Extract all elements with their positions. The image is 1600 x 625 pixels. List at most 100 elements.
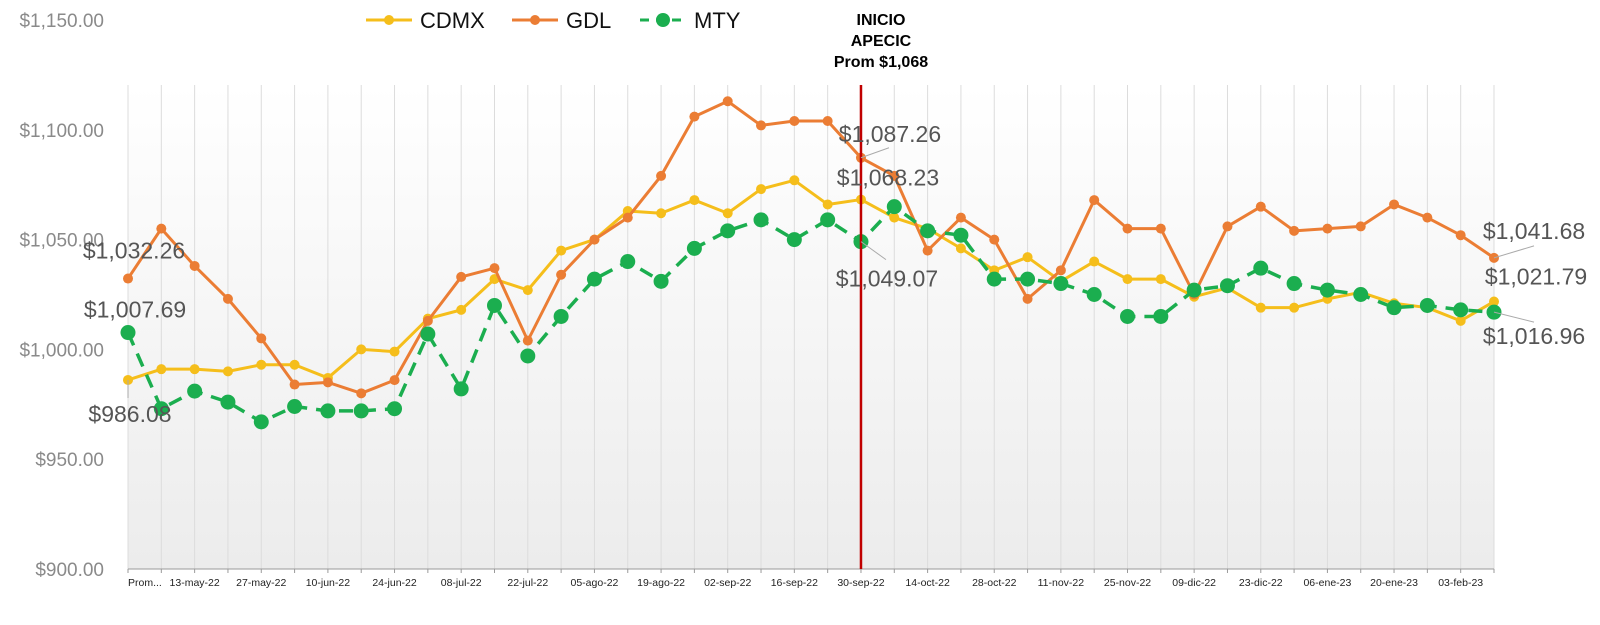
data-point-mty [320, 403, 336, 419]
data-point-cdmx [556, 245, 567, 256]
data-point-gdl [1355, 221, 1366, 232]
data-point-gdl [389, 375, 400, 386]
data-point-mty [1253, 260, 1269, 276]
callout-label: $1,032.26 [83, 238, 185, 264]
data-point-mty [1353, 287, 1369, 302]
data-point-cdmx [256, 359, 267, 370]
data-point-mty [686, 240, 702, 256]
x-tick-label: 27-may-22 [236, 577, 286, 589]
legend-label: MTY [694, 8, 741, 33]
data-point-mty [753, 212, 769, 228]
data-point-mty [1020, 271, 1036, 287]
data-point-mty [520, 348, 536, 364]
data-point-mty [1453, 302, 1469, 318]
data-point-gdl [1455, 230, 1466, 241]
data-point-mty [253, 414, 269, 430]
data-point-cdmx [456, 304, 467, 315]
series-mty [120, 199, 1502, 430]
data-point-mty [1086, 287, 1102, 302]
data-point-mty [720, 223, 736, 239]
callout-label: $1,068.23 [837, 165, 939, 191]
data-point-cdmx [289, 359, 300, 370]
y-tick-label: $1,000.00 [19, 340, 104, 361]
data-point-cdmx [789, 175, 800, 186]
x-tick-label: 14-oct-22 [905, 577, 950, 589]
data-point-mty [1153, 308, 1169, 324]
callout-label: $986.08 [88, 401, 171, 427]
callout-leader [1493, 311, 1535, 323]
data-point-mty [287, 398, 303, 414]
data-point-cdmx [656, 208, 667, 219]
data-point-gdl [1155, 223, 1166, 234]
callout-leader [1493, 245, 1535, 259]
vertical-marker: INICIO APECIC Prom $1,068 [834, 12, 928, 569]
x-tick-label: 06-ene-23 [1303, 577, 1351, 589]
data-point-gdl [722, 96, 733, 107]
series-layer [120, 96, 1502, 430]
data-point-gdl [1289, 225, 1300, 236]
data-point-gdl [589, 234, 600, 245]
data-point-mty [120, 325, 136, 341]
y-tick-label: $1,150.00 [19, 11, 104, 32]
data-point-mty [486, 297, 502, 313]
data-point-gdl [256, 333, 267, 344]
data-point-cdmx [1289, 302, 1300, 313]
data-point-mty [653, 273, 669, 289]
data-point-gdl [489, 263, 500, 274]
x-tick-label: 25-nov-22 [1104, 577, 1151, 589]
data-point-mty [1319, 282, 1335, 298]
callout-label: $1,049.07 [836, 266, 938, 292]
x-tick-label: 30-sep-22 [837, 577, 884, 589]
x-tick-label: 28-oct-22 [972, 577, 1017, 589]
data-point-cdmx [1155, 274, 1166, 285]
legend-item-mty: MTY [640, 8, 741, 33]
data-point-mty [786, 232, 802, 248]
data-point-mty [220, 394, 236, 410]
data-point-gdl [456, 271, 467, 282]
series-line-cdmx [127, 178, 1495, 382]
data-point-gdl [1255, 201, 1266, 212]
data-point-cdmx [189, 364, 200, 375]
data-point-mty [453, 381, 469, 397]
data-point-mty [620, 254, 636, 270]
data-point-cdmx [1122, 274, 1133, 285]
data-point-gdl [322, 377, 333, 388]
data-point-mty [1120, 308, 1136, 324]
data-point-gdl [1122, 223, 1133, 234]
data-point-gdl [1322, 223, 1333, 234]
data-point-mty [953, 227, 969, 243]
data-point-gdl [156, 223, 167, 234]
legend: CDMX GDL MTY [366, 8, 741, 33]
y-tick-label: $1,050.00 [19, 231, 104, 252]
x-tick-label: Prom... [128, 577, 162, 589]
data-point-mty [586, 271, 602, 287]
data-point-gdl [1055, 265, 1066, 276]
x-tick-label: 20-ene-23 [1370, 577, 1418, 589]
data-point-cdmx [822, 199, 833, 210]
data-point-mty [1386, 300, 1402, 316]
data-point-mty [153, 401, 169, 417]
data-point-gdl [656, 170, 667, 181]
inicio-marker-label: APECIC [851, 33, 912, 50]
x-tick-label: 09-dic-22 [1172, 577, 1216, 589]
x-tick-label: 24-jun-22 [372, 577, 417, 589]
data-point-cdmx [356, 344, 367, 355]
data-point-mty [1419, 297, 1435, 313]
data-point-mty [187, 383, 203, 399]
data-point-mty [1219, 278, 1235, 294]
y-tick-label: $900.00 [35, 560, 104, 581]
legend-swatch-marker [656, 13, 670, 27]
series-line-gdl [126, 99, 1495, 395]
legend-item-cdmx: CDMX [366, 8, 485, 33]
data-point-gdl [1422, 212, 1433, 223]
inicio-marker-label: Prom $1,068 [834, 54, 928, 71]
data-point-cdmx [1255, 302, 1266, 313]
x-tick-label: 10-jun-22 [306, 577, 351, 589]
x-tick-label: 16-sep-22 [771, 577, 818, 589]
legend-swatch-marker [530, 15, 540, 25]
x-tick-label: 02-sep-22 [704, 577, 751, 589]
data-point-gdl [822, 116, 833, 127]
data-point-gdl [1222, 221, 1233, 232]
data-point-cdmx [889, 212, 900, 223]
